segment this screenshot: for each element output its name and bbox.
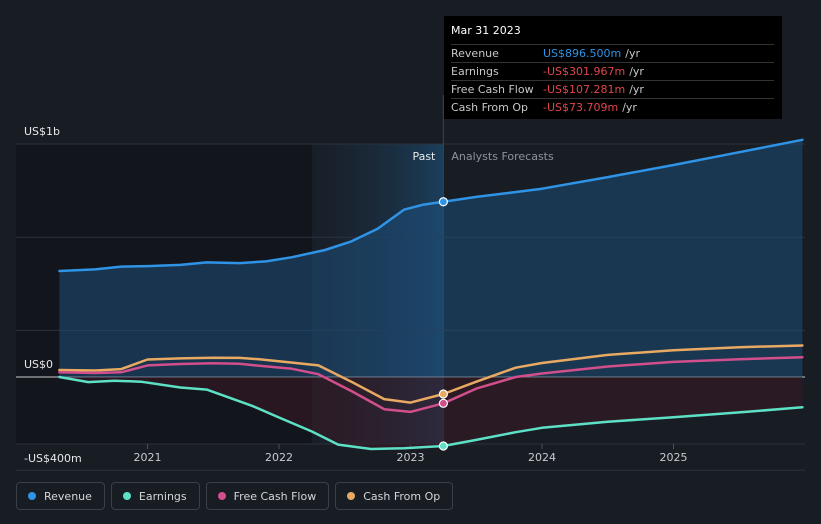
tooltip-value: -US$73.709m (543, 101, 619, 114)
legend-label: Earnings (138, 489, 187, 503)
tooltip-value: -US$301.967m (543, 65, 626, 78)
tooltip: Mar 31 2023 Revenue US$896.500m /yr Earn… (444, 16, 782, 119)
tooltip-row-earnings: Earnings -US$301.967m /yr (451, 62, 774, 80)
tooltip-value: -US$107.281m (543, 83, 626, 96)
x-tick-label: 2024 (528, 451, 556, 464)
forecast-label: Analysts Forecasts (451, 150, 554, 163)
legend: Revenue Earnings Free Cash Flow Cash Fro… (16, 482, 454, 510)
legend-dot-icon (122, 492, 131, 500)
marker-revenue (438, 197, 448, 207)
tooltip-unit: /yr (622, 101, 637, 114)
tooltip-label: Cash From Op (451, 101, 529, 114)
x-tick-label: 2022 (265, 451, 293, 464)
series-line-earnings (58, 375, 804, 451)
marker-free-cash-flow (438, 398, 448, 408)
y-axis-label: -US$400m (24, 452, 82, 465)
legend-label: Free Cash Flow (233, 489, 317, 503)
tooltip-label: Revenue (451, 47, 499, 60)
tooltip-row-free-cash-flow: Free Cash Flow -US$107.281m /yr (451, 80, 774, 98)
legend-item-revenue[interactable]: Revenue (16, 482, 105, 510)
legend-dot-icon (217, 492, 226, 500)
legend-label: Cash From Op (363, 489, 441, 503)
legend-label: Revenue (44, 489, 92, 503)
tooltip-unit: /yr (629, 65, 644, 78)
earnings-area (59, 377, 803, 449)
x-tick-label: 2023 (397, 451, 425, 464)
x-tick-label: 2025 (660, 451, 688, 464)
legend-dot-icon (347, 492, 356, 500)
legend-dot-icon (28, 492, 36, 500)
series-line-free-cash-flow (58, 355, 804, 414)
tooltip-unit: /yr (625, 47, 640, 60)
tooltip-label: Earnings (451, 65, 499, 78)
legend-item-cash-from-op[interactable]: Cash From Op (335, 482, 454, 510)
series-line-revenue (58, 138, 804, 273)
revenue-area (59, 139, 803, 377)
tooltip-label: Free Cash Flow (451, 83, 534, 96)
past-label: Past (412, 150, 436, 163)
tooltip-value: US$896.500m (543, 47, 622, 60)
marker-earnings (438, 441, 448, 451)
marker-cash-from-op (438, 389, 448, 399)
x-tick-label: 2021 (134, 451, 162, 464)
tooltip-row-revenue: Revenue US$896.500m /yr (451, 44, 774, 62)
series-line-cash-from-op (58, 344, 804, 404)
tooltip-date: Mar 31 2023 (451, 24, 521, 37)
y-axis-label: US$0 (24, 358, 53, 371)
legend-item-earnings[interactable]: Earnings (110, 482, 200, 510)
legend-item-free-cash-flow[interactable]: Free Cash Flow (205, 482, 330, 510)
tooltip-row-cash-from-op: Cash From Op -US$73.709m /yr (451, 98, 774, 116)
tooltip-unit: /yr (629, 83, 644, 96)
y-axis-label: US$1b (24, 125, 60, 138)
